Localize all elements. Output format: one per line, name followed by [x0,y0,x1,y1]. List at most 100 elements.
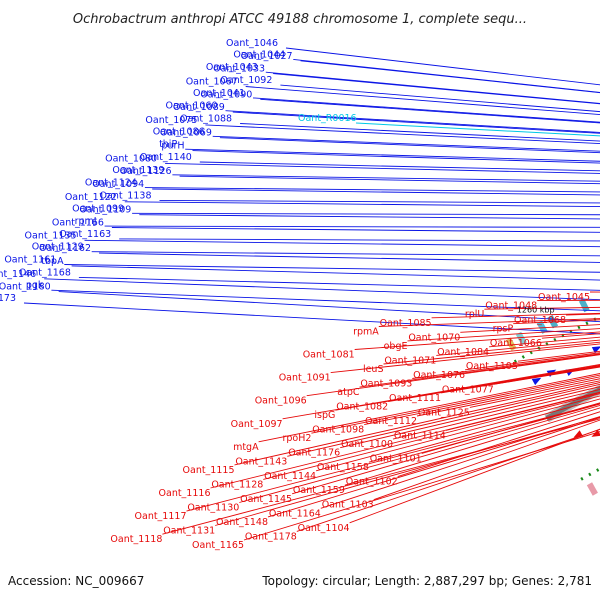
forward-gene-label: Oant_1140 [140,152,192,163]
forward-gene-label: Oant_1126 [120,166,172,177]
forward-gene-label: purH [161,141,184,152]
accession-label: Accession: NC_009667 [8,574,144,588]
forward-label-connector [199,161,600,172]
forward-label-connector [212,135,600,152]
reverse-gene-label: rplU [465,309,485,320]
rna-gene-label: Oant_R0016 [298,113,357,124]
reverse-gene-label: Oant_1045 [538,292,590,303]
forward-label-connector [280,84,600,113]
reverse-label-connector [320,416,600,509]
forward-gene-label: Oant_1162 [39,243,91,254]
cog-tile-inner [586,482,598,496]
reverse-gene-label: leuS [363,364,384,375]
forward-gene-label: Oant_1090 [200,89,252,100]
reverse-label-connector [162,418,600,535]
forward-gene-label: Oant_1124 [85,178,137,189]
forward-gene-label: thiP [159,139,177,150]
forward-label-connector [265,71,600,104]
reverse-gene-label: Oant_1077 [442,384,494,395]
reverse-gene-label: Oant_1112 [365,416,417,427]
reverse-gene-label: mtgA [233,442,259,453]
reverse-label-connector [368,398,600,463]
reverse-gene-label: atpC [337,387,360,398]
forward-label-connector [132,212,600,216]
forward-label-connector [64,264,600,273]
reverse-gene-label: rpmA [353,327,379,338]
reverse-gene-label: Oant_1117 [135,511,187,522]
reverse-gene-label: Oant_1091 [279,373,331,384]
reverse-gene-label: Oant_1068 [514,315,566,326]
forward-gene-label: Oant_1060 [166,101,218,112]
reverse-gene-label: Oant_1131 [163,526,215,537]
reverse-gene-label: Oant_1103 [322,500,374,511]
cog-tile-outer [515,331,527,346]
reverse-label-connector [416,378,600,417]
reverse-gene-label: ispG [314,410,335,421]
forward-label-connector [185,148,600,162]
genome-stats: Topology: circular; Length: 2,887,297 bp… [261,574,592,588]
reverse-label-connector [243,431,600,541]
forward-gene-label: Oant_1041 [193,88,245,99]
forward-label-connector [71,265,600,281]
forward-label-connector [232,111,600,134]
reverse-gene-label: Oant_1116 [159,488,211,499]
reverse-gene-label: Oant_1084 [437,347,489,358]
forward-label-connector [91,251,600,257]
rna-label-connector [355,122,600,137]
reverse-label-connector [412,353,600,379]
reverse-label-connector [330,343,600,374]
forward-gene-label: Oant_1088 [180,114,232,125]
reverse-label-connector [282,363,600,420]
reverse-label-connector [349,428,600,524]
reverse-label-connector [378,318,600,327]
reverse-label-connector [440,366,600,394]
forward-label-connector [273,73,600,105]
forward-label-connector [104,225,600,228]
reverse-gene-label: Oant_1118 [110,534,162,545]
reverse-gene-label: Oant_1105 [466,361,518,372]
reverse-label-connector [340,386,600,449]
forward-label-connector [225,110,600,133]
reverse-gene-label: Oant_1085 [380,318,432,329]
forward-gene-label: Oant_1173 [0,293,16,304]
forward-gene-label: Oant_1075 [145,115,197,126]
forward-label-connector [240,123,600,142]
reverse-gene-label: Oant_1076 [413,370,465,381]
forward-label-connector [152,188,600,196]
reverse-label-connector [210,391,600,489]
reverse-label-connector [215,416,600,526]
reverse-label-connector [383,341,600,365]
forward-gene-arrow [591,346,600,354]
forward-label-connector [192,150,600,164]
forward-label-connector [219,137,600,154]
reverse-label-connector [373,419,600,501]
reverse-gene-label: Oant_1096 [255,396,307,407]
forward-label-connector [111,227,600,233]
forward-label-connector [124,201,600,208]
reverse-label-connector [186,403,600,512]
reverse-label-connector [354,331,600,350]
reverse-gene-label: Oant_1093 [360,379,412,390]
reverse-gene-label: Oant_1145 [240,494,292,505]
forward-gene-label: Oant_1067 [186,77,238,88]
reverse-gene-label: Oant_1114 [394,431,446,442]
reverse-label-connector [344,407,600,486]
forward-gene-label: Oant_1099 [72,203,124,214]
forward-label-connector [84,239,600,248]
reverse-label-connector [335,364,600,411]
reverse-label-connector [388,365,600,402]
reverse-label-connector [445,392,600,431]
reverse-label-connector [263,393,600,480]
forward-gene-label: Oant_1146 [0,269,36,280]
reverse-label-connector [258,373,600,443]
forward-gene-label: Oant_1180 [0,282,51,293]
reverse-label-connector [267,416,600,518]
reverse-gene-label: Oant_1165 [192,540,244,551]
forward-label-connector [58,291,600,323]
forward-gene-label: Oant_1033 [213,64,265,75]
forward-label-connector [144,187,600,193]
reverse-gene-label: Oant_1098 [312,425,364,436]
